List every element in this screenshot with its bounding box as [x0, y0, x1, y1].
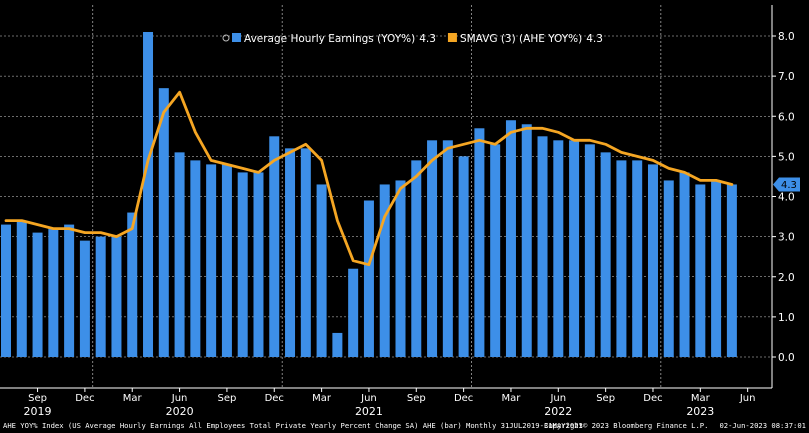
x-year-label: 2019	[24, 405, 52, 418]
x-tick-label: Sep	[407, 393, 426, 404]
legend-value: 4.3	[419, 33, 436, 45]
x-tick-label: Dec	[643, 393, 662, 404]
legend-value: 4.3	[586, 33, 603, 45]
legend-target-icon	[222, 34, 230, 42]
bar	[363, 200, 374, 357]
x-tick-label: Dec	[454, 393, 473, 404]
bar	[285, 148, 296, 357]
x-year-label: 2020	[166, 405, 194, 418]
bar	[458, 156, 469, 357]
x-tick-label: Dec	[265, 393, 284, 404]
bar	[490, 144, 501, 357]
footer-description: AHE YOY% Index (US Average Hourly Earnin…	[3, 421, 583, 430]
axes-layer: 0.0 1.0 2.0 3.0 4.0 5.0 6.0 7.0 8.0 Sep Dec Mar Jun S…	[0, 5, 800, 418]
y-tick-label: 5.0	[778, 151, 795, 163]
x-year-label: 2023	[686, 405, 714, 418]
x-tick-label: Mar	[312, 393, 332, 404]
x-tick-label: Mar	[123, 393, 143, 404]
bar	[663, 180, 674, 357]
bar	[679, 172, 690, 357]
y-tick-label: 7.0	[778, 71, 795, 83]
x-year-label: 2021	[355, 405, 383, 418]
bar	[616, 160, 627, 357]
bar	[221, 164, 232, 357]
bar	[695, 184, 706, 357]
legend-label: Average Hourly Earnings (YOY%)	[244, 33, 415, 45]
bar	[569, 140, 580, 357]
y-tick-label: 2.0	[778, 272, 795, 284]
bar	[32, 232, 43, 357]
x-tick-label: Sep	[28, 393, 47, 404]
bar	[190, 160, 201, 357]
y-tick-label: 6.0	[778, 111, 795, 123]
footer-timestamp: 02-Jun-2023 08:37:01	[719, 421, 806, 430]
bar	[16, 220, 27, 357]
bar	[395, 180, 406, 357]
legend-swatch	[447, 33, 457, 42]
bar	[158, 88, 169, 357]
y-tick-label: 0.0	[778, 352, 795, 364]
legend-label: SMAVG (3) (AHE YOY%)	[460, 33, 582, 45]
bar	[411, 160, 422, 357]
x-tick-label: Jun	[739, 393, 756, 404]
x-tick-label: Mar	[502, 393, 522, 404]
bar	[379, 184, 390, 357]
bar	[316, 184, 327, 357]
bar	[174, 152, 185, 357]
bar	[632, 160, 643, 357]
bar	[1, 224, 11, 357]
legend: Average Hourly Earnings (YOY%) 4.3 SMAVG (…	[222, 33, 603, 45]
bar	[553, 140, 564, 357]
bar	[427, 140, 438, 357]
bar	[111, 236, 122, 357]
footer: AHE YOY% Index (US Average Hourly Earnin…	[3, 421, 806, 430]
x-tick-label: Jun	[549, 393, 566, 404]
bar	[143, 31, 154, 358]
last-value-label: 4.3	[781, 180, 797, 191]
x-tick-label: Jun	[171, 393, 188, 404]
footer-copyright: Copyright© 2023 Bloomberg Finance L.P.	[544, 421, 708, 430]
x-year-label: 2022	[544, 405, 572, 418]
bar	[332, 332, 343, 357]
bar	[348, 268, 359, 357]
bar	[442, 140, 453, 357]
bar	[48, 228, 59, 357]
bar	[206, 164, 217, 357]
y-tick-label: 3.0	[778, 232, 795, 244]
last-value-tag	[773, 177, 800, 192]
bar	[79, 240, 90, 357]
bar	[726, 184, 737, 357]
bar	[711, 180, 722, 357]
bar	[253, 172, 264, 357]
x-tick-label: Jun	[360, 393, 377, 404]
y-tick-label: 4.0	[778, 192, 795, 204]
bars-layer	[1, 31, 737, 358]
bar	[237, 172, 248, 357]
bar	[269, 136, 280, 357]
y-tick-label: 8.0	[778, 31, 795, 43]
smavg-line	[4, 90, 734, 267]
bar	[521, 124, 532, 358]
bar	[505, 120, 516, 357]
y-tick-label: 1.0	[778, 312, 795, 324]
x-tick-label: Sep	[596, 393, 615, 404]
x-tick-label: Sep	[217, 393, 236, 404]
bar	[474, 128, 485, 357]
bar	[600, 152, 611, 357]
x-tick-label: Mar	[691, 393, 711, 404]
legend-swatch	[232, 33, 241, 42]
bar	[584, 144, 595, 357]
bar	[95, 236, 106, 357]
line-layer	[4, 90, 734, 267]
x-tick-label: Dec	[75, 393, 94, 404]
bar	[127, 212, 138, 357]
bar	[300, 148, 311, 357]
bar	[537, 136, 548, 357]
bar	[64, 224, 75, 357]
bar	[647, 164, 658, 357]
